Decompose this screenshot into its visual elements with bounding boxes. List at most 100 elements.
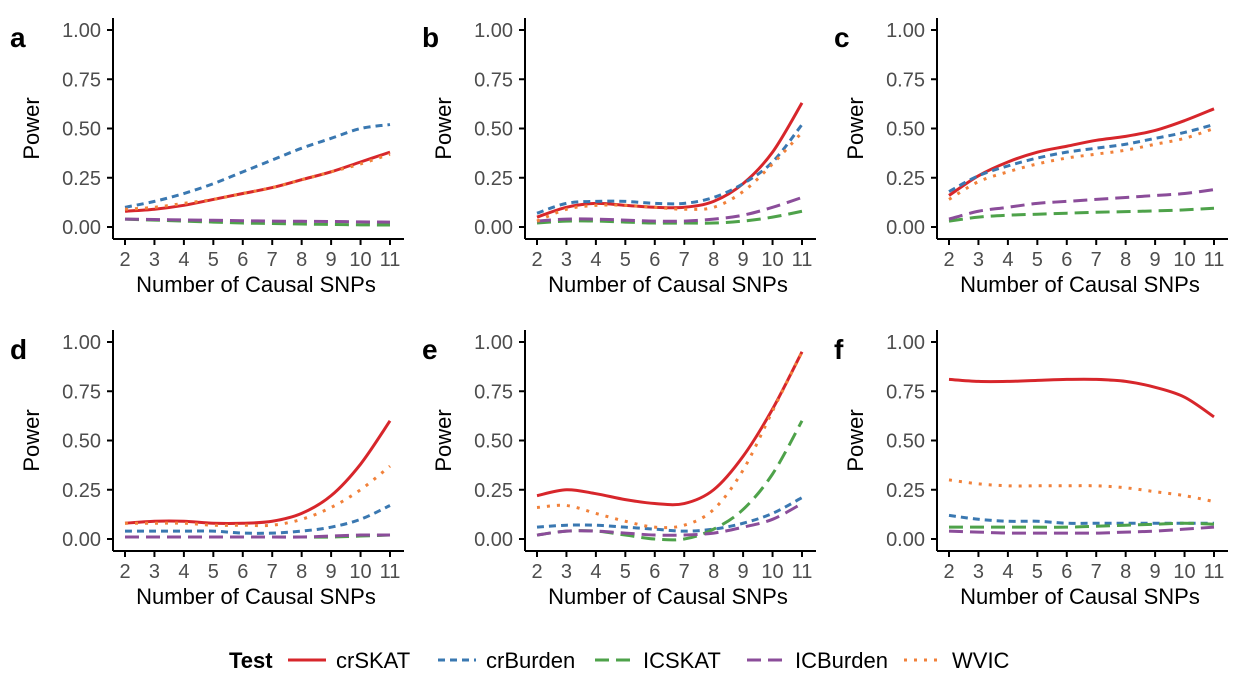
x-tick-label: 6 bbox=[1061, 561, 1072, 583]
series-line-crskat bbox=[536, 102, 804, 219]
legend-label: crSKAT bbox=[336, 648, 410, 673]
series-line-icburden bbox=[124, 217, 391, 224]
series-line-icburden bbox=[948, 188, 1215, 221]
panel-tag: c bbox=[834, 22, 850, 53]
x-tick-label: 8 bbox=[296, 561, 307, 583]
series-line-wvic bbox=[536, 131, 804, 223]
series-line-crburden bbox=[125, 504, 391, 535]
y-axis-title: Power bbox=[843, 97, 868, 159]
x-tick-label: 5 bbox=[1032, 249, 1043, 271]
x-tick-label: 3 bbox=[561, 249, 572, 271]
series-line-icburden bbox=[536, 502, 803, 537]
x-axis-title: Number of Causal SNPs bbox=[960, 584, 1200, 609]
x-tick-label: 11 bbox=[792, 561, 813, 583]
series-line-crburden bbox=[124, 123, 391, 209]
series-line-crskat bbox=[948, 377, 1215, 419]
x-tick-label: 8 bbox=[296, 249, 307, 271]
series-line-icskat bbox=[536, 209, 803, 225]
x-tick-label: 6 bbox=[237, 561, 248, 583]
x-tick-label: 9 bbox=[738, 249, 749, 271]
y-tick-label: 0.75 bbox=[62, 381, 101, 403]
x-tick-label: 3 bbox=[973, 249, 984, 271]
y-tick-label: 0.25 bbox=[62, 168, 101, 190]
y-tick-label: 1.00 bbox=[62, 332, 101, 354]
x-tick-label: 11 bbox=[792, 249, 813, 271]
series-line-crburden bbox=[948, 513, 1214, 525]
series-line-wvic bbox=[948, 127, 1215, 201]
x-tick-label: 2 bbox=[119, 249, 130, 271]
x-tick-label: 10 bbox=[761, 561, 783, 583]
y-tick-label: 0.50 bbox=[886, 119, 925, 141]
x-tick-label: 9 bbox=[326, 561, 337, 583]
y-tick-label: 0.25 bbox=[474, 168, 513, 190]
y-tick-label: 0.00 bbox=[886, 217, 925, 239]
series-line-wvic bbox=[948, 478, 1215, 504]
y-axis-title: Power bbox=[19, 97, 44, 159]
y-tick-label: 0.25 bbox=[886, 480, 925, 502]
panel-tag: f bbox=[834, 334, 844, 365]
x-tick-label: 8 bbox=[708, 249, 719, 271]
y-tick-label: 0.00 bbox=[886, 529, 925, 551]
x-tick-label: 6 bbox=[649, 561, 660, 583]
x-tick-label: 4 bbox=[178, 249, 189, 271]
x-tick-label: 8 bbox=[1120, 561, 1131, 583]
x-axis-title: Number of Causal SNPs bbox=[960, 272, 1200, 297]
series-line-icskat bbox=[948, 521, 1215, 529]
x-tick-label: 5 bbox=[208, 561, 219, 583]
x-tick-label: 2 bbox=[943, 249, 954, 271]
y-tick-label: 0.50 bbox=[474, 431, 513, 453]
series-line-icskat bbox=[948, 206, 1215, 223]
x-tick-label: 7 bbox=[679, 249, 690, 271]
panel-e: e 0.00 0.25 0.50 0.75 1.00 2 3 4 5 6 7 8 9 10 11Number … bbox=[422, 330, 816, 609]
y-tick-label: 0.75 bbox=[62, 69, 101, 91]
y-axis-title: Power bbox=[843, 409, 868, 471]
x-tick-label: 3 bbox=[973, 561, 984, 583]
y-tick-label: 0.50 bbox=[886, 431, 925, 453]
series-line-crskat bbox=[536, 351, 804, 507]
y-tick-label: 0.50 bbox=[474, 119, 513, 141]
series-line-crburden bbox=[536, 496, 803, 533]
x-tick-label: 2 bbox=[119, 561, 130, 583]
y-tick-label: 1.00 bbox=[474, 332, 513, 354]
x-tick-label: 9 bbox=[326, 249, 337, 271]
panel-f: f 0.00 0.25 0.50 0.75 1.00 2 3 4 5 6 7 8 9 10 11Number … bbox=[834, 330, 1228, 609]
y-tick-label: 0.00 bbox=[62, 217, 101, 239]
x-tick-label: 9 bbox=[738, 561, 749, 583]
panel-c: c 0.00 0.25 0.50 0.75 1.00 2 3 4 5 6 7 8 9 10 11Number … bbox=[834, 18, 1228, 297]
x-tick-label: 7 bbox=[1091, 561, 1102, 583]
x-tick-label: 4 bbox=[1002, 561, 1013, 583]
x-tick-label: 7 bbox=[267, 249, 278, 271]
x-tick-label: 5 bbox=[620, 561, 631, 583]
x-tick-label: 4 bbox=[1002, 249, 1013, 271]
legend-label: ICBurden bbox=[795, 648, 888, 673]
y-axis-title: Power bbox=[431, 409, 456, 471]
x-tick-label: 10 bbox=[349, 249, 371, 271]
panel-tag: d bbox=[10, 334, 27, 365]
series-line-icburden bbox=[948, 525, 1215, 535]
y-tick-label: 0.25 bbox=[62, 480, 101, 502]
x-tick-label: 3 bbox=[149, 249, 160, 271]
x-axis-title: Number of Causal SNPs bbox=[548, 272, 788, 297]
x-tick-label: 4 bbox=[590, 249, 601, 271]
y-axis-title: Power bbox=[431, 97, 456, 159]
x-axis-title: Number of Causal SNPs bbox=[136, 272, 376, 297]
x-tick-label: 5 bbox=[620, 249, 631, 271]
x-axis-title: Number of Causal SNPs bbox=[136, 584, 376, 609]
x-tick-label: 9 bbox=[1150, 249, 1161, 271]
panel-b: b 0.00 0.25 0.50 0.75 1.00 2 3 4 5 6 7 8 9 10 11Number … bbox=[422, 18, 816, 297]
series-line-wvic bbox=[124, 152, 391, 211]
x-tick-label: 10 bbox=[1173, 561, 1195, 583]
x-tick-label: 8 bbox=[708, 561, 719, 583]
series-line-crskat bbox=[124, 419, 392, 525]
y-tick-label: 0.00 bbox=[62, 529, 101, 551]
legend-label: crBurden bbox=[486, 648, 575, 673]
y-tick-label: 1.00 bbox=[886, 20, 925, 42]
x-tick-label: 11 bbox=[1204, 249, 1225, 271]
x-tick-label: 10 bbox=[761, 249, 783, 271]
x-tick-label: 11 bbox=[1204, 561, 1225, 583]
y-tick-label: 0.50 bbox=[62, 119, 101, 141]
series-line-icskat bbox=[536, 420, 804, 542]
legend-label: WVIC bbox=[952, 648, 1010, 673]
panel-d: d 0.00 0.25 0.50 0.75 1.00 2 3 4 5 6 7 8 9 10 11Number … bbox=[10, 330, 404, 609]
